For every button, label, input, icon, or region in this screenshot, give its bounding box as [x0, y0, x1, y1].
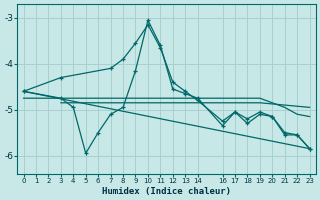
X-axis label: Humidex (Indice chaleur): Humidex (Indice chaleur)	[102, 187, 231, 196]
